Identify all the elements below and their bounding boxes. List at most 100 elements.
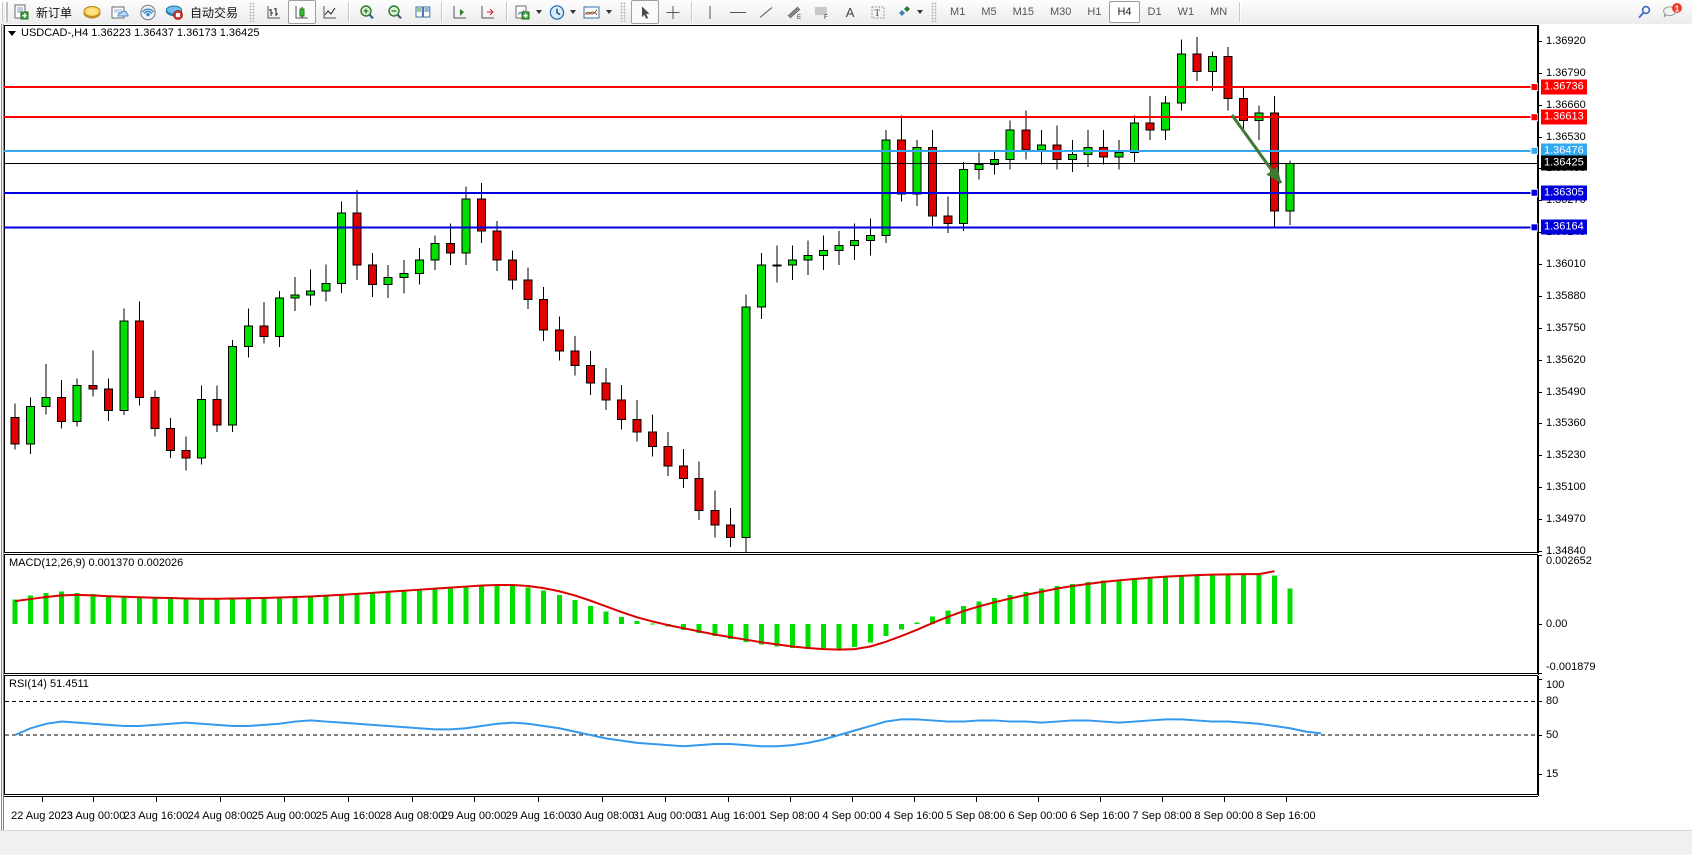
price-tick [1538, 423, 1542, 425]
timeframe-h4[interactable]: H4 [1109, 1, 1140, 23]
notification-icon: 1 [1662, 3, 1682, 18]
period-icon [549, 4, 565, 20]
shift-end-button[interactable] [446, 0, 474, 24]
toolbar-separator-8 [1239, 2, 1241, 22]
bar-chart-button[interactable] [260, 0, 288, 24]
time-tick [220, 797, 221, 802]
text-button[interactable]: A [836, 0, 864, 24]
time-tick-label: 24 Aug 08:00 [187, 810, 253, 822]
symbol-title-bar[interactable]: USDCAD-,H4 1.36223 1.36437 1.36173 1.364… [8, 27, 260, 39]
indicators-button[interactable] [579, 0, 615, 24]
macd-tick [1538, 624, 1542, 626]
time-axis[interactable]: 22 Aug 2023 23 Aug 00:00 23 Aug 16:00 24 Au… [4, 796, 1538, 830]
cursor-button[interactable] [631, 0, 660, 24]
price-tick-label: 1.36010 [1546, 258, 1586, 271]
notification-button[interactable]: 1 [1658, 0, 1686, 24]
zoom-out-button[interactable] [381, 0, 409, 24]
price-axis[interactable]: 1.369201.367901.366601.365301.364001.362… [1538, 25, 1692, 796]
new-chart-dropdown-caret[interactable] [536, 10, 543, 14]
time-tick [284, 797, 285, 802]
line-chart-icon [323, 5, 337, 18]
price-level-badge-current-price[interactable]: 1.36425 [1541, 155, 1587, 171]
macd-tick [1538, 555, 1542, 556]
objects-button[interactable] [892, 0, 926, 24]
time-tick [1038, 797, 1039, 802]
equidistant-channel-icon: E [787, 6, 801, 21]
text-label-button[interactable]: T [864, 0, 892, 24]
rsi-tick-label: 100 [1546, 679, 1565, 691]
time-tick-label: 30 Aug 08:00 [569, 810, 635, 822]
objects-dropdown-caret[interactable] [917, 10, 924, 14]
text-label-icon: T [871, 6, 885, 18]
price-pane[interactable] [4, 25, 1538, 553]
price-tick [1538, 40, 1542, 42]
search-button[interactable] [1630, 0, 1658, 24]
crosshair-button[interactable] [659, 0, 687, 24]
price-level-badge-resistance-2[interactable]: 1.36613 [1541, 109, 1587, 125]
timeframe-m30[interactable]: M30 [1050, 6, 1072, 18]
tile-windows-button[interactable] [409, 0, 437, 24]
timeframe-m15[interactable]: M15 [1012, 6, 1034, 18]
price-tick-label: 1.36530 [1546, 130, 1586, 143]
horizontal-line-button[interactable] [724, 0, 752, 24]
price-tick-label: 1.35880 [1546, 289, 1586, 302]
timeframe-d1[interactable]: D1 [1147, 6, 1162, 18]
timeframe-w1[interactable]: W1 [1177, 6, 1195, 18]
price-tick [1538, 519, 1542, 521]
toolbar-separator-6 [691, 2, 693, 22]
candlestick-chart-button[interactable] [288, 0, 317, 24]
time-tick [914, 797, 915, 802]
price-tick [1538, 136, 1542, 138]
vertical-line-icon [709, 5, 711, 19]
new-order-button[interactable]: 新订单 [10, 0, 78, 24]
rsi-plot [5, 700, 1537, 748]
price-level-badge-entry-level[interactable]: 1.36476 [1541, 143, 1587, 159]
rsi-tick [1538, 701, 1542, 703]
time-tick-label: 31 Aug 16:00 [695, 810, 761, 822]
time-tick-label: 4 Sep 00:00 [822, 810, 882, 822]
price-tick-label: 1.36790 [1546, 66, 1586, 79]
rsi-label: RSI(14) 51.4511 [9, 678, 89, 690]
cloud-button[interactable] [106, 0, 134, 24]
svg-text:T: T [875, 8, 881, 18]
chart-dropdown-caret[interactable] [8, 30, 16, 36]
new-chart-button[interactable] [511, 0, 545, 24]
price-level-badge-support-1[interactable]: 1.36305 [1541, 185, 1587, 201]
toolbar-grip[interactable] [1, 2, 8, 22]
rsi-tick [1538, 679, 1542, 680]
indicators-dropdown-caret[interactable] [606, 10, 613, 14]
timeframe-h1[interactable]: H1 [1087, 6, 1102, 18]
auto-scroll-button[interactable] [474, 0, 502, 24]
fibonacci-button[interactable]: F [808, 0, 836, 24]
price-level-badge-resistance-1[interactable]: 1.36736 [1541, 79, 1587, 95]
expert-advisor-icon [165, 5, 183, 20]
price-level-badge-support-2[interactable]: 1.36164 [1541, 219, 1587, 235]
price-tick [1538, 295, 1542, 297]
gold-button[interactable] [78, 0, 106, 24]
chart-area[interactable]: USDCAD-,H4 1.36223 1.36437 1.36173 1.364… [0, 24, 1692, 855]
price-tick [1538, 455, 1542, 457]
line-chart-button[interactable] [316, 0, 344, 24]
vertical-line-button[interactable] [696, 0, 724, 24]
time-tick [728, 797, 729, 802]
time-tick [852, 797, 853, 802]
timeframe-m5[interactable]: M5 [981, 6, 997, 18]
svg-text:E: E [797, 15, 801, 21]
equidistant-channel-button[interactable]: E [780, 0, 808, 24]
period-button[interactable] [545, 0, 579, 24]
macd-axis-line [1538, 555, 1539, 675]
zoom-in-button[interactable] [353, 0, 381, 24]
rsi-pane[interactable]: RSI(14) 51.4511 [4, 675, 1538, 795]
price-tick-label: 1.35490 [1546, 385, 1586, 398]
rsi-tick-label: 50 [1546, 729, 1559, 741]
timeframe-mn[interactable]: MN [1210, 6, 1228, 18]
timeframe-m1[interactable]: M1 [950, 6, 966, 18]
toolbar-separator-2 [348, 2, 350, 22]
chart-overlay [4, 83, 1538, 232]
period-dropdown-caret[interactable] [570, 10, 577, 14]
signal-button[interactable] [134, 0, 162, 24]
price-tick [1538, 200, 1542, 202]
trendline-button[interactable] [752, 0, 780, 24]
macd-pane[interactable]: MACD(12,26,9) 0.001370 0.002026 [4, 554, 1538, 674]
autotrading-button[interactable]: 自动交易 [162, 0, 244, 24]
